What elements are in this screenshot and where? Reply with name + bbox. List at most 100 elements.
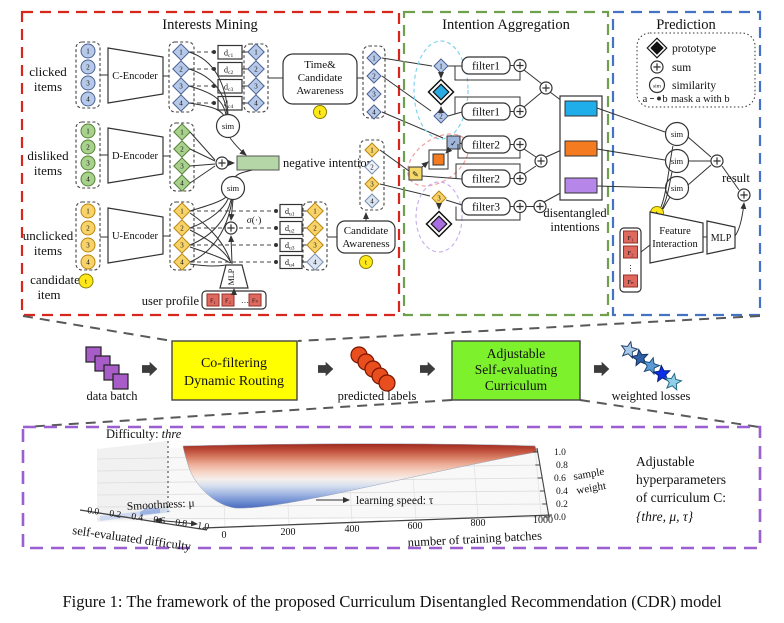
svg-text:4: 4 [86, 176, 90, 184]
u-encoder [107, 207, 164, 264]
sum-icon-sigma [224, 221, 238, 235]
svg-text:3: 3 [180, 163, 184, 171]
cofiltering-line1: Co-filtering [201, 356, 267, 371]
unclicked-items-row: unclicked items 1 2 3 4 U-Encoder 1 2 3 … [23, 139, 396, 310]
weight-axis-label-1: sample [572, 466, 605, 483]
svg-text:filter1: filter1 [472, 61, 500, 73]
pipeline-arrow-4 [594, 361, 610, 377]
user-profile-label: user profile [142, 294, 200, 308]
svg-text:2: 2 [86, 225, 90, 233]
svg-text:0.0: 0.0 [554, 513, 566, 523]
svg-text:4: 4 [86, 96, 90, 104]
prediction-title: Prediction [656, 17, 716, 33]
u-encoder-label: U-Encoder [112, 231, 159, 242]
svg-text:2: 2 [313, 225, 317, 233]
prediction-box [611, 10, 762, 317]
masked-clicked-diamonds: 1 2 3 4 [247, 43, 265, 112]
curves-to-mlp [189, 212, 232, 267]
disliked-interest-diamonds: 1 2 3 4 [173, 123, 191, 192]
unclicked-interest-stack [169, 201, 195, 271]
svg-text:Fₙ: Fₙ [627, 279, 634, 286]
mask-lines-clicked [190, 50, 216, 105]
mlp-trapezoid-prediction [706, 220, 736, 255]
disentangled-label-1: disentangled [543, 206, 607, 220]
svg-text:4: 4 [372, 109, 376, 117]
unclicked-item-circles: 1 2 3 4 [80, 203, 96, 270]
svg-text:800: 800 [471, 518, 486, 529]
tca-line1: Time& [304, 59, 336, 71]
clicked-output-diamonds: 1 2 3 4 [366, 50, 382, 120]
svg-text:0.0: 0.0 [87, 506, 100, 518]
result-label: result [722, 171, 750, 185]
curriculum-box [451, 340, 581, 401]
curriculum-line1: Adjustable [487, 346, 546, 361]
c-encoder-label: C-Encoder [112, 71, 158, 82]
svg-text:filter3: filter3 [472, 202, 500, 214]
svg-text:3: 3 [372, 91, 376, 99]
candidate-token-tca [313, 105, 327, 119]
svg-text:2: 2 [86, 144, 90, 152]
svg-text:3: 3 [313, 242, 317, 250]
svg-text:1000: 1000 [533, 515, 553, 526]
difficulty-annotation: Difficulty: thre [106, 427, 182, 441]
candidate-item: candidate item t [30, 272, 94, 302]
svg-text:3: 3 [370, 181, 374, 189]
clicked-label-2: items [34, 79, 62, 94]
intention-aggregation-section: Intention Aggregation 1 2 filter1 filter… [402, 10, 610, 317]
pipeline-arrow-3 [420, 361, 436, 377]
svg-text:0.2: 0.2 [109, 509, 122, 521]
sum-merge-2 [534, 154, 548, 168]
filter2-top: filter2 [457, 135, 527, 159]
predicted-labels-glyph [350, 346, 396, 392]
svg-text:4: 4 [180, 259, 184, 267]
svg-text:0.8: 0.8 [175, 518, 188, 530]
svg-text:✎: ✎ [412, 170, 419, 179]
pipeline-row: data batch Co-filtering Dynamic Routing … [22, 315, 761, 428]
note-line1: Adjustable [636, 454, 695, 469]
figure-diagram: Interests Mining clicked items 1 2 3 4 C… [20, 10, 762, 554]
curriculum-plot-box [21, 425, 762, 550]
filter3: filter3 [445, 189, 567, 221]
clicked-interest-diamonds: 1 2 3 4 [172, 43, 190, 112]
svg-text:sim: sim [671, 129, 684, 139]
weight-tick-labels: 1.0 0.8 0.6 0.4 0.2 0.0 [554, 448, 568, 523]
svg-text:1: 1 [313, 208, 317, 216]
negative-intention-box [236, 155, 280, 171]
svg-text:F₁: F₁ [210, 298, 216, 305]
time-candidate-awareness-box [282, 53, 358, 105]
svg-text:du2: du2 [285, 224, 295, 235]
d-encoder [107, 127, 164, 184]
figure-caption: Figure 1: The framework of the proposed … [62, 592, 722, 611]
masked-unclicked-stack [302, 201, 328, 271]
prediction-section: Prediction prototype sum sim similarity … [596, 10, 762, 317]
unclicked-label-1: unclicked [23, 228, 74, 243]
clicked-interest-stack [168, 41, 195, 113]
svg-text:du3: du3 [285, 241, 295, 252]
svg-text:0.8: 0.8 [556, 461, 568, 471]
disliked-item-circles: 1 2 3 4 [80, 123, 96, 187]
unclicked-output-diamonds: 1 2 3 4 [364, 142, 380, 209]
predicted-labels-label: predicted labels [338, 389, 417, 403]
mlp-label: MLP [227, 268, 236, 285]
fi-line2: Interaction [652, 239, 698, 250]
weight-axis-ticks [533, 451, 549, 518]
legend-sum-icon [650, 60, 664, 74]
unclicked-items-stack [75, 201, 101, 271]
svg-text:✓: ✓ [450, 139, 457, 148]
learning-speed-annotation: learning speed: τ [356, 495, 434, 507]
svg-text:dc4: dc4 [224, 100, 233, 111]
disliked-label-1: disliked [27, 148, 69, 163]
difficulty-axis [79, 509, 208, 531]
prototype-icon-orange [432, 153, 445, 166]
svg-text:400: 400 [345, 524, 360, 535]
svg-text:t: t [319, 109, 321, 117]
svg-text:1.0: 1.0 [554, 448, 566, 458]
svg-text:3: 3 [254, 83, 258, 91]
svg-text:2: 2 [439, 113, 443, 121]
smoothness-arrow [154, 517, 198, 527]
unclicked-interest-diamonds: 1 2 3 4 [173, 202, 191, 271]
ca-line1: Candidate [344, 225, 389, 237]
svg-text:4: 4 [313, 259, 317, 267]
batches-axis [202, 514, 553, 529]
svg-text:filter2: filter2 [472, 174, 500, 186]
